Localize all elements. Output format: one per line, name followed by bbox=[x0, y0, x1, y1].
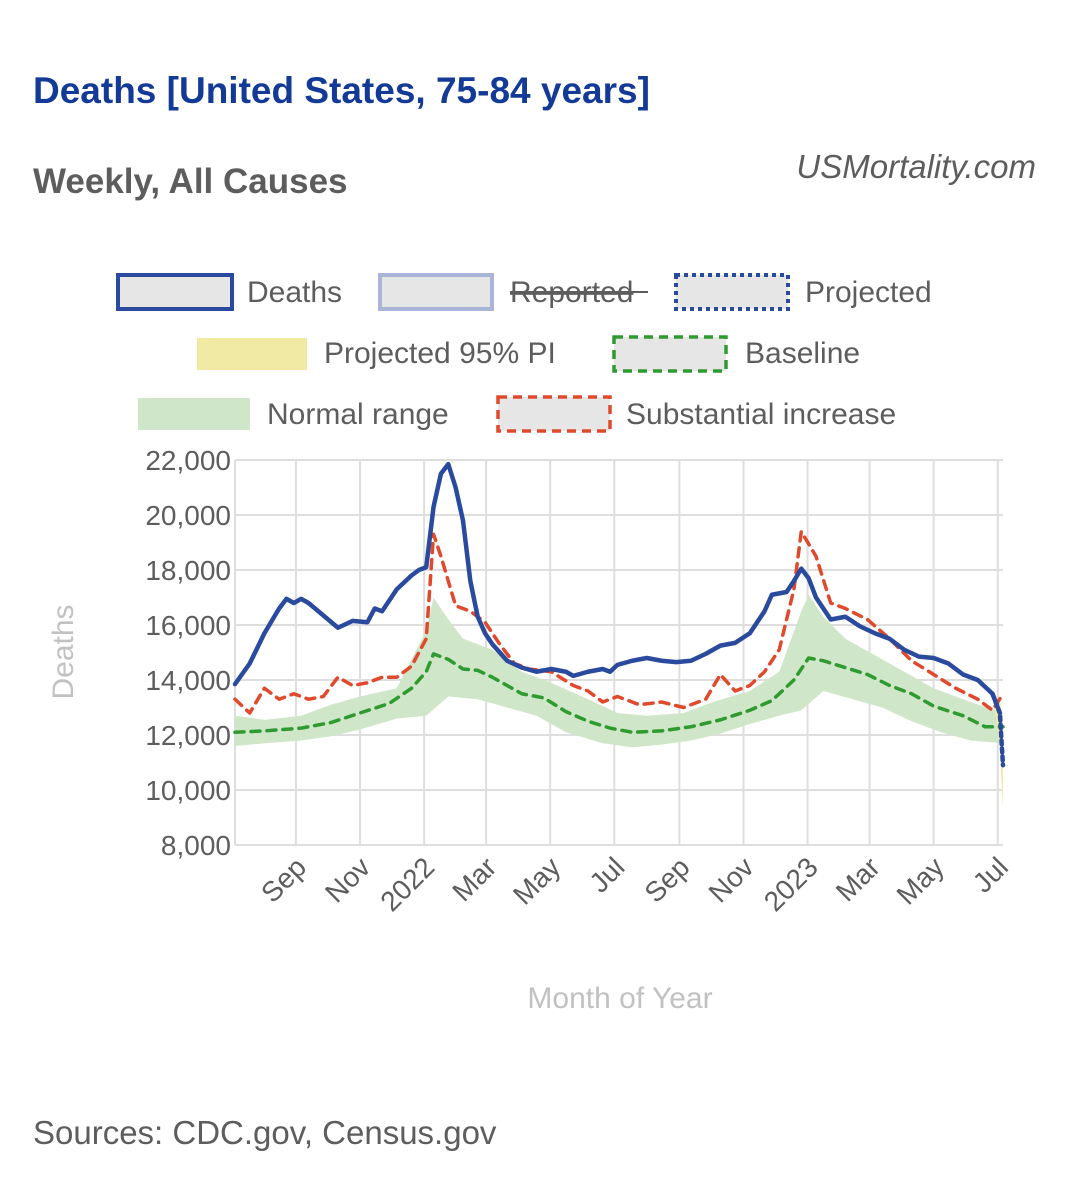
legend-item-deaths[interactable]: Deaths bbox=[116, 273, 342, 311]
legend-label-projected: Projected bbox=[805, 276, 932, 309]
x-tick-label: Sep bbox=[638, 851, 695, 908]
x-tick-label: Sep bbox=[255, 851, 312, 908]
legend-item-reported[interactable]: Reported bbox=[378, 273, 648, 311]
brand-label: USMortality.com bbox=[796, 148, 1036, 185]
legend-item-baseline[interactable]: Baseline bbox=[612, 335, 860, 373]
deaths-chart: Deaths Reported Projected Projected 95% … bbox=[47, 273, 1014, 1015]
y-tick-label: 20,000 bbox=[145, 500, 231, 531]
baseline-line bbox=[233, 652, 1005, 734]
y-tick-label: 14,000 bbox=[145, 665, 231, 696]
deaths-line bbox=[232, 461, 1003, 716]
x-tick-label: 2023 bbox=[758, 851, 824, 917]
y-axis-title: Deaths bbox=[47, 604, 80, 699]
x-tick-label: 2022 bbox=[374, 851, 440, 917]
legend-item-normal-range[interactable]: Normal range bbox=[138, 398, 449, 431]
x-tick-label: Jul bbox=[967, 851, 1014, 898]
legend-item-pi[interactable]: Projected 95% PI bbox=[197, 337, 556, 370]
legend-label-normal-range: Normal range bbox=[267, 398, 449, 431]
source-note: Sources: CDC.gov, Census.gov bbox=[33, 1114, 497, 1151]
x-tick-label: May bbox=[891, 851, 950, 910]
grid bbox=[234, 459, 1003, 846]
x-tick-label: Mar bbox=[446, 851, 502, 907]
legend-item-projected[interactable]: Projected bbox=[674, 273, 932, 311]
substantial-increase-line bbox=[233, 529, 1005, 715]
legend-label-baseline: Baseline bbox=[745, 337, 860, 370]
x-tick-label: May bbox=[507, 851, 566, 910]
y-tick-label: 8,000 bbox=[161, 830, 231, 861]
legend-item-substantial[interactable]: Substantial increase bbox=[496, 395, 896, 433]
projected-line bbox=[990, 691, 1006, 768]
legend[interactable]: Deaths Reported Projected Projected 95% … bbox=[116, 273, 932, 433]
y-tick-label: 18,000 bbox=[145, 555, 231, 586]
legend-label-substantial: Substantial increase bbox=[626, 398, 896, 431]
normal-range-band bbox=[235, 594, 1003, 748]
x-tick-label: Nov bbox=[703, 851, 760, 908]
x-tick-label: Nov bbox=[319, 851, 376, 908]
x-tick-label: Jul bbox=[583, 851, 630, 898]
x-axis-title: Month of Year bbox=[527, 982, 712, 1015]
legend-label-pi: Projected 95% PI bbox=[324, 337, 556, 370]
y-tick-label: 12,000 bbox=[145, 720, 231, 751]
x-tick-label: Mar bbox=[830, 851, 886, 907]
y-tick-label: 16,000 bbox=[145, 610, 231, 641]
y-tick-label: 22,000 bbox=[145, 445, 231, 476]
y-tick-label: 10,000 bbox=[145, 775, 231, 806]
chart-subtitle: Weekly, All Causes bbox=[33, 162, 348, 201]
chart-title: Deaths [United States, 75-84 years] bbox=[33, 70, 650, 111]
plot-area bbox=[232, 461, 1006, 810]
legend-label-deaths: Deaths bbox=[247, 276, 342, 309]
y-axis: 22,000 20,000 18,000 16,000 14,000 12,000 10,0… bbox=[145, 445, 231, 861]
